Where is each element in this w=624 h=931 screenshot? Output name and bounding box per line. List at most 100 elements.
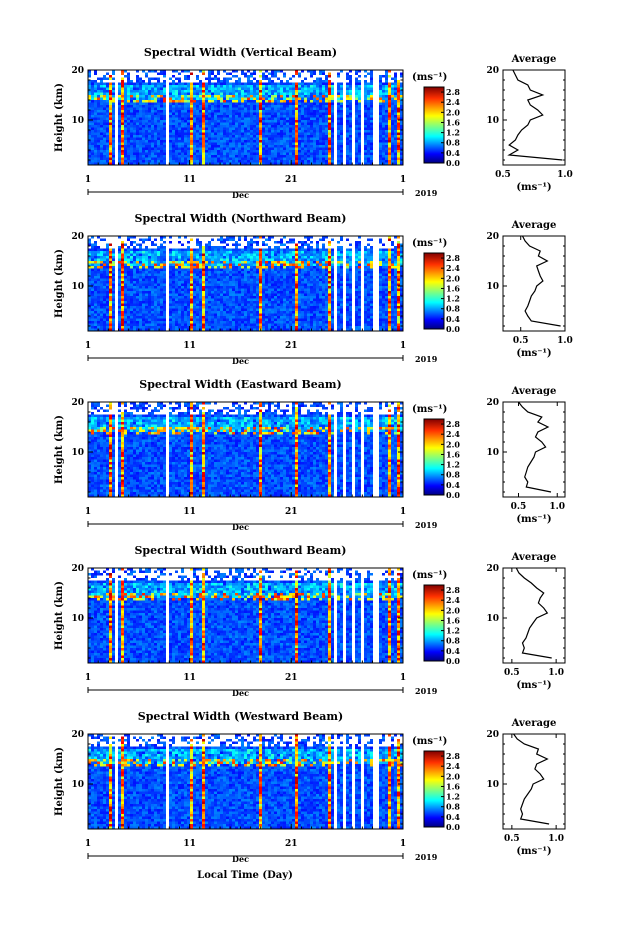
heatmap-cell (373, 143, 376, 146)
heatmap-cell (115, 261, 118, 264)
heatmap-cell (157, 95, 160, 98)
heatmap-cell (280, 108, 283, 111)
heatmap-cell (226, 128, 229, 131)
heatmap-cell (340, 143, 343, 146)
heatmap-cell (130, 321, 133, 324)
heatmap-cell (118, 306, 121, 309)
heatmap-cell (124, 274, 127, 277)
heatmap-cell (292, 130, 295, 133)
heatmap-cell (121, 281, 124, 284)
heatmap-cell (178, 78, 181, 81)
heatmap-cell (148, 319, 151, 322)
heatmap-cell (337, 95, 340, 98)
heatmap-cell (124, 281, 127, 284)
heatmap-cell (169, 120, 172, 123)
heatmap-cell (100, 326, 103, 329)
heatmap-cell (331, 145, 334, 148)
heatmap-cell (223, 75, 226, 78)
heatmap-cell (295, 95, 298, 98)
heatmap-cell (136, 145, 139, 148)
heatmap-cell (136, 291, 139, 294)
heatmap-cell (139, 239, 142, 242)
heatmap-cell (229, 130, 232, 133)
heatmap-cell (190, 105, 193, 108)
heatmap-cell (139, 128, 142, 131)
heatmap-cell (304, 130, 307, 133)
heatmap-cell (265, 158, 268, 161)
heatmap-cell (331, 90, 334, 93)
heatmap-cell (298, 115, 301, 118)
heatmap-cell (232, 85, 235, 88)
heatmap-cell (118, 108, 121, 111)
heatmap-cell (337, 150, 340, 153)
heatmap-cell (268, 115, 271, 118)
heatmap-cell (262, 123, 265, 126)
heatmap-cell (136, 306, 139, 309)
heatmap-cell (388, 155, 391, 158)
heatmap-cell (154, 286, 157, 289)
heatmap-cell (262, 108, 265, 111)
heatmap-cell (337, 100, 340, 103)
heatmap-cell (307, 98, 310, 101)
heatmap-cell (184, 135, 187, 138)
heatmap-cell (187, 158, 190, 161)
heatmap-cell (280, 138, 283, 141)
heatmap-cell (121, 108, 124, 111)
heatmap-cell (142, 239, 145, 242)
heatmap-cell (190, 128, 193, 131)
heatmap-cell (313, 75, 316, 78)
heatmap-cell (391, 138, 394, 141)
heatmap-cell (181, 73, 184, 76)
profile-x-label: (ms⁻¹) (516, 182, 551, 193)
heatmap-cell (103, 95, 106, 98)
heatmap-cell (292, 105, 295, 108)
heatmap-cell (265, 105, 268, 108)
heatmap-cell (127, 299, 130, 302)
heatmap-cell (133, 135, 136, 138)
heatmap-cell (364, 153, 367, 156)
heatmap-cell (139, 93, 142, 96)
heatmap-cell (331, 140, 334, 143)
heatmap-cell (97, 160, 100, 163)
heatmap-cell (226, 120, 229, 123)
heatmap-cell (139, 296, 142, 299)
heatmap-cell (358, 155, 361, 158)
heatmap-cell (136, 123, 139, 126)
heatmap-cell (130, 316, 133, 319)
heatmap-cell (229, 115, 232, 118)
heatmap-cell (145, 296, 148, 299)
heatmap-cell (328, 93, 331, 96)
heatmap-cell (124, 93, 127, 96)
heatmap-cell (388, 73, 391, 76)
heatmap-cell (298, 80, 301, 83)
heatmap-cell (199, 120, 202, 123)
heatmap-cell (127, 80, 130, 83)
heatmap-cell (244, 160, 247, 163)
heatmap-cell (91, 299, 94, 302)
heatmap-cell (385, 88, 388, 91)
heatmap-cell (247, 153, 250, 156)
heatmap-cell (235, 98, 238, 101)
heatmap-cell (193, 113, 196, 116)
heatmap-cell (235, 158, 238, 161)
heatmap-cell (298, 118, 301, 121)
heatmap-cell (160, 153, 163, 156)
heatmap-cell (238, 143, 241, 146)
heatmap-cell (169, 90, 172, 93)
heatmap-cell (133, 304, 136, 307)
heatmap-cell (301, 73, 304, 76)
heatmap-cell (334, 138, 337, 141)
heatmap-cell (112, 125, 115, 128)
heatmap-cell (133, 85, 136, 88)
heatmap-cell (307, 148, 310, 151)
heatmap-cell (211, 93, 214, 96)
heatmap-cell (370, 135, 373, 138)
heatmap-cell (145, 113, 148, 116)
heatmap-cell (154, 98, 157, 101)
heatmap-cell (376, 125, 379, 128)
heatmap-cell (223, 93, 226, 96)
heatmap-cell (229, 88, 232, 91)
heatmap-cell (121, 306, 124, 309)
heatmap-cell (280, 145, 283, 148)
heatmap-cell (220, 130, 223, 133)
